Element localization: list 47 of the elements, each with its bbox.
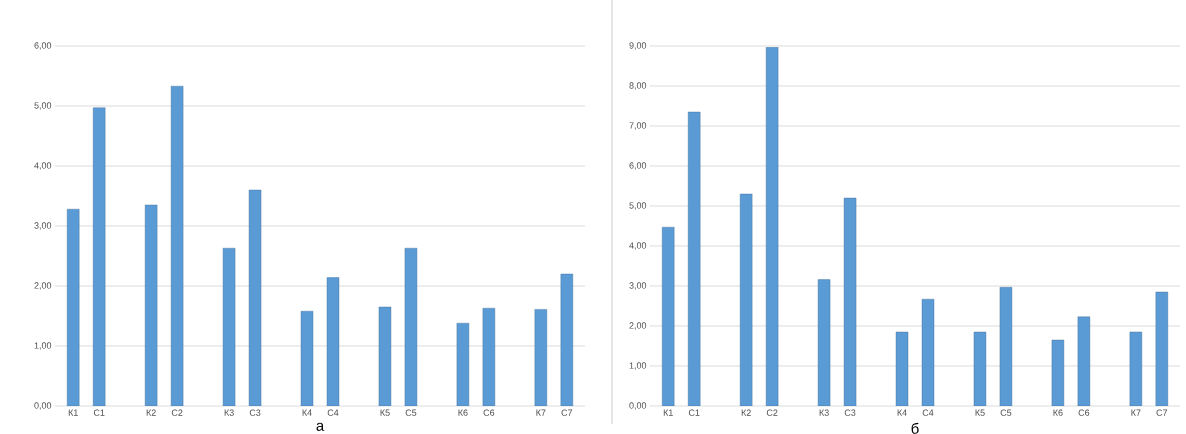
x-tick-label: К6	[1053, 409, 1063, 416]
x-tick-label: К5	[975, 409, 985, 416]
x-tick-label: С7	[561, 409, 573, 416]
x-axis-title: а	[316, 422, 325, 431]
y-tick-label: 8,00	[629, 82, 647, 90]
y-tick-label: 5,00	[34, 102, 52, 110]
x-tick-label: К4	[302, 409, 312, 416]
y-tick-label: 9,00	[629, 42, 647, 50]
x-tick-label: К2	[741, 409, 751, 416]
y-tick-label: 1,00	[34, 342, 52, 350]
x-tick-label: С2	[766, 409, 778, 416]
x-tick-label: С3	[844, 409, 856, 416]
x-tick-label: С1	[688, 409, 700, 416]
x-tick-label: К1	[663, 409, 673, 416]
x-tick-label: С6	[483, 409, 495, 416]
y-tick-label: 0,00	[629, 402, 647, 410]
y-tick-label: 4,00	[34, 162, 52, 170]
y-tick-label: 3,00	[629, 282, 647, 290]
x-tick-label: К7	[536, 409, 546, 416]
x-tick-label: С4	[922, 409, 934, 416]
y-tick-label: 6,00	[34, 42, 52, 50]
x-axis-title: б	[911, 422, 919, 434]
y-tick-label: 5,00	[629, 202, 647, 210]
x-tick-label: С3	[249, 409, 261, 416]
x-tick-label: С7	[1156, 409, 1168, 416]
y-tick-label: 3,00	[34, 222, 52, 230]
x-tick-label: К1	[68, 409, 78, 416]
x-tick-label: К5	[380, 409, 390, 416]
x-tick-label: К4	[897, 409, 907, 416]
x-tick-label: С6	[1078, 409, 1090, 416]
x-tick-label: С5	[1000, 409, 1012, 416]
y-tick-label: 6,00	[629, 162, 647, 170]
y-tick-label: 4,00	[629, 242, 647, 250]
y-tick-label: 7,00	[629, 122, 647, 130]
y-tick-label: 2,00	[629, 322, 647, 330]
y-tick-label: 2,00	[34, 282, 52, 290]
x-tick-label: К2	[146, 409, 156, 416]
x-tick-label: К3	[819, 409, 829, 416]
x-tick-label: С1	[93, 409, 105, 416]
x-tick-label: С5	[405, 409, 417, 416]
x-tick-label: С4	[327, 409, 339, 416]
y-tick-label: 0,00	[34, 402, 52, 410]
y-tick-label: 1,00	[629, 362, 647, 370]
x-tick-label: К6	[458, 409, 468, 416]
x-tick-label: С2	[171, 409, 183, 416]
x-tick-label: К3	[224, 409, 234, 416]
x-tick-label: К7	[1131, 409, 1141, 416]
